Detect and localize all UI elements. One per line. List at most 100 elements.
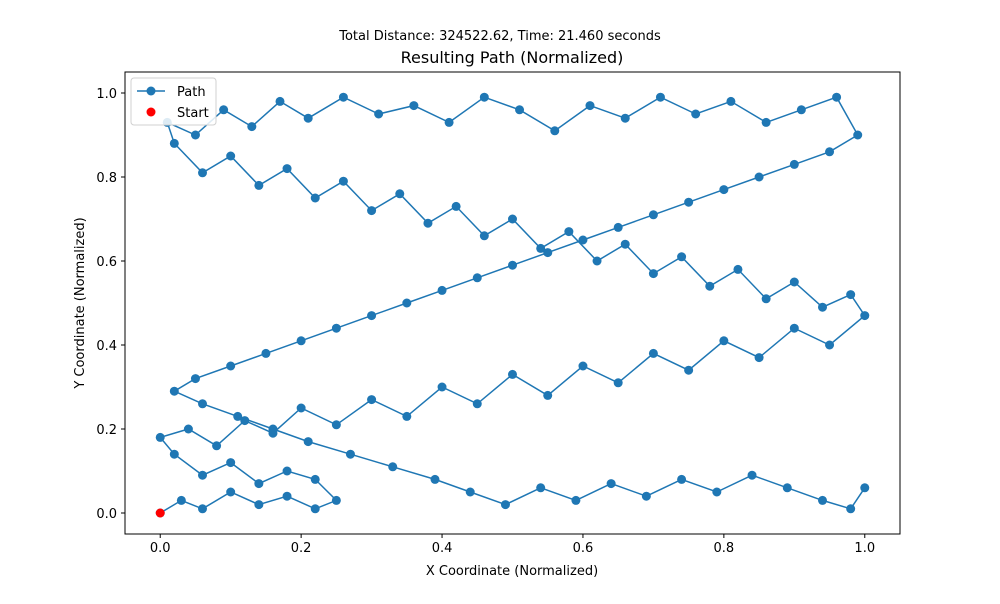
path-point (705, 281, 715, 291)
path-point (606, 479, 616, 489)
path-point (310, 193, 320, 203)
path-point (846, 290, 856, 300)
path-point (578, 361, 588, 371)
path-point (691, 109, 701, 119)
y-axis-label: Y Coordinate (Normalized) (73, 217, 88, 389)
path-point (254, 500, 264, 510)
path-point (712, 487, 722, 497)
path-point (282, 164, 292, 174)
path-point (338, 176, 348, 186)
path-point (226, 487, 236, 497)
path-point (331, 495, 341, 505)
path-point (423, 218, 433, 228)
path-point (754, 172, 764, 182)
y-tick-label: 0.0 (96, 507, 117, 522)
legend-start-label: Start (177, 106, 209, 121)
path-point (310, 504, 320, 514)
path-point (219, 105, 229, 115)
path-point (282, 491, 292, 501)
path-point (543, 248, 553, 258)
path-point (684, 197, 694, 207)
x-tick-label: 0.2 (291, 541, 312, 556)
path-point (761, 117, 771, 127)
path-point (331, 323, 341, 333)
path-point (648, 348, 658, 358)
plot-area (124, 71, 901, 535)
path-point (789, 323, 799, 333)
path-point (240, 416, 250, 426)
data-layer (155, 92, 870, 518)
x-tick-label: 1.0 (854, 541, 875, 556)
path-point (754, 353, 764, 363)
plot-frame (124, 71, 901, 535)
path-point (169, 386, 179, 396)
path-point (571, 495, 581, 505)
path-point (367, 395, 377, 405)
x-axis-ticks: 0.0 0.2 0.4 0.6 0.8 1.0 (150, 534, 875, 556)
path-point (761, 294, 771, 304)
path-point (592, 256, 602, 266)
path-point (825, 147, 835, 157)
path-point (655, 92, 665, 102)
path-point (198, 470, 207, 480)
path-point (508, 369, 517, 379)
y-axis-ticks: 0.0 0.2 0.4 0.6 0.8 1.0 (96, 87, 125, 522)
path-point (508, 260, 517, 270)
path-point (437, 382, 447, 392)
path-point (789, 159, 799, 169)
path-point (409, 101, 419, 111)
chart-title: Resulting Path (Normalized) (401, 48, 624, 67)
path-point (190, 130, 200, 140)
path-point (198, 504, 207, 514)
path-point (479, 231, 489, 241)
path-point (282, 466, 292, 476)
path-point (613, 222, 623, 232)
path-point (500, 500, 510, 510)
path-point (564, 227, 574, 237)
path-point (641, 491, 651, 501)
path-point (367, 311, 377, 321)
path-point (226, 458, 236, 468)
path-point (226, 151, 236, 161)
path-point (388, 462, 398, 472)
path-point (832, 92, 842, 102)
path-point (860, 483, 870, 493)
path-point (247, 122, 257, 132)
path-point (169, 449, 179, 459)
x-tick-label: 0.0 (150, 541, 171, 556)
path-point (444, 117, 454, 127)
path-point (536, 483, 546, 493)
path-point (472, 273, 482, 283)
x-axis-label: X Coordinate (Normalized) (426, 564, 598, 579)
path-point (508, 214, 517, 224)
chart-suptitle: Total Distance: 324522.62, Time: 21.460 … (338, 29, 661, 44)
path-point (190, 374, 200, 384)
path-point (430, 474, 440, 484)
path-point (303, 437, 313, 447)
path-point (684, 365, 694, 375)
x-tick-label: 0.6 (573, 541, 594, 556)
path-point (733, 264, 743, 274)
path-point (853, 130, 863, 140)
path-point (303, 113, 313, 123)
path-point (254, 180, 264, 190)
path-point (818, 302, 827, 312)
path-point (331, 420, 341, 430)
y-tick-label: 0.8 (96, 171, 117, 186)
path-point (818, 495, 827, 505)
path-point (183, 424, 193, 434)
path-point (789, 277, 799, 287)
path-point (176, 495, 186, 505)
path-point (543, 390, 553, 400)
path-point (846, 504, 856, 514)
path-point (261, 348, 271, 358)
legend-path-label: Path (177, 85, 206, 100)
path-point (395, 189, 405, 199)
path-point (233, 411, 243, 421)
y-tick-label: 1.0 (96, 87, 117, 102)
legend-entry-start: Start (146, 106, 209, 121)
path-point (402, 411, 412, 421)
x-tick-label: 0.8 (714, 541, 735, 556)
path-point (825, 340, 835, 350)
